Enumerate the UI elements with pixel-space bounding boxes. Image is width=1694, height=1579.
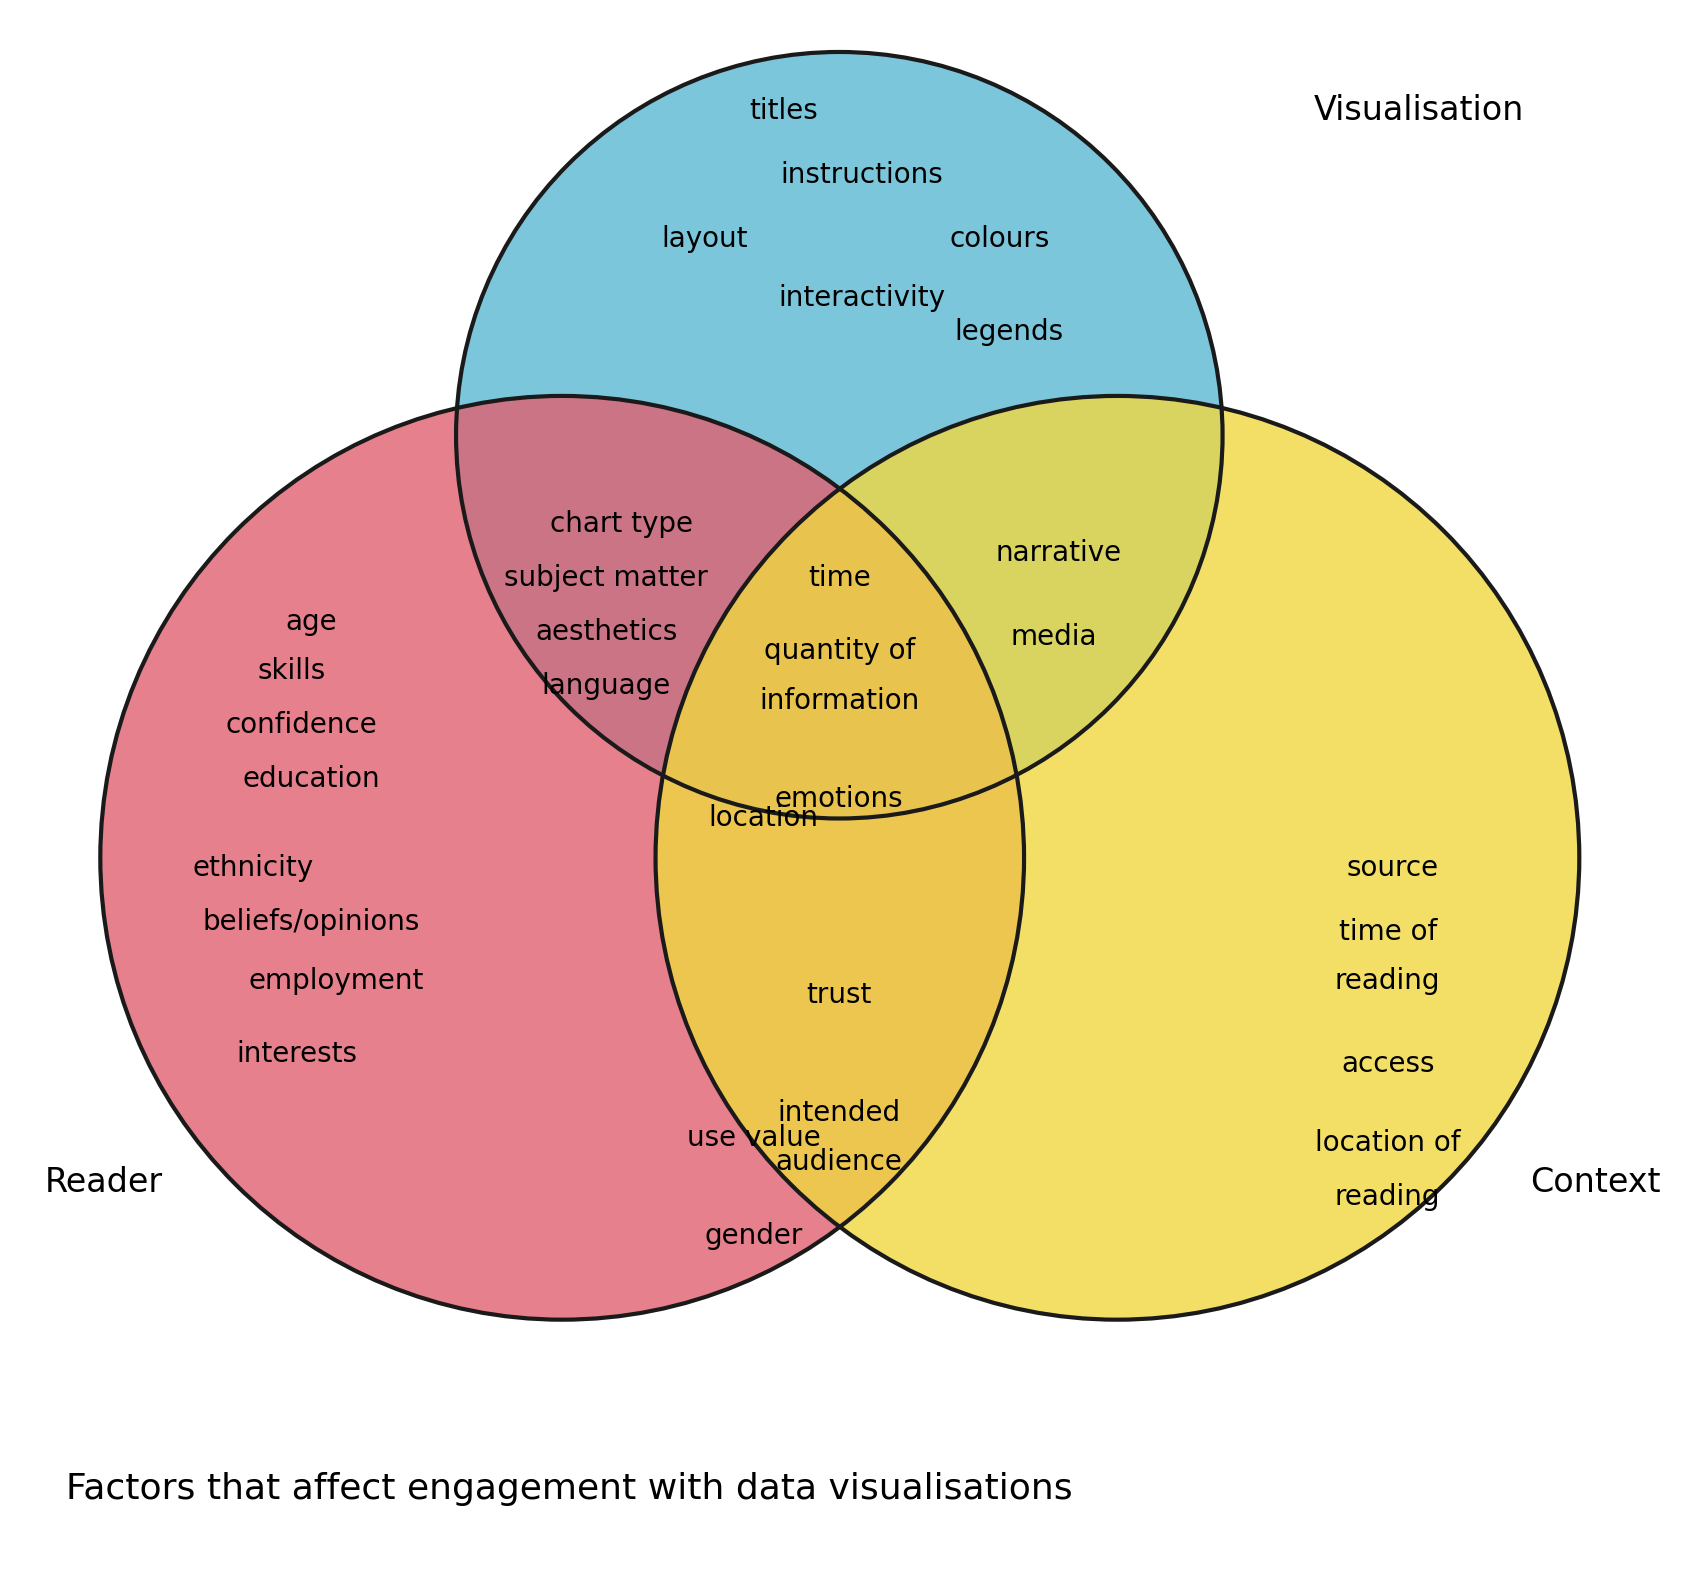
Text: titles: titles: [749, 96, 818, 125]
Text: Reader: Reader: [44, 1165, 163, 1198]
Text: layout: layout: [661, 224, 749, 253]
Text: Visualisation: Visualisation: [1315, 95, 1525, 128]
Circle shape: [656, 396, 1579, 1320]
Text: age: age: [286, 608, 337, 636]
Text: instructions: instructions: [781, 161, 944, 189]
Text: aesthetics: aesthetics: [535, 617, 678, 646]
Text: reading: reading: [1335, 1183, 1440, 1211]
Text: employment: employment: [249, 966, 424, 995]
Text: media: media: [1010, 622, 1096, 651]
Text: beliefs/opinions: beliefs/opinions: [203, 908, 420, 936]
Text: quantity of: quantity of: [764, 638, 915, 665]
Text: intended: intended: [778, 1099, 901, 1127]
Text: reading: reading: [1335, 966, 1440, 995]
Text: language: language: [542, 671, 671, 699]
Text: source: source: [1347, 854, 1438, 881]
Text: audience: audience: [776, 1148, 903, 1176]
Text: access: access: [1342, 1050, 1435, 1078]
Text: subject matter: subject matter: [505, 564, 708, 592]
Text: location of: location of: [1315, 1129, 1460, 1157]
Text: ethnicity: ethnicity: [191, 854, 313, 881]
Text: skills: skills: [257, 657, 325, 685]
Text: time: time: [808, 564, 871, 592]
Text: trust: trust: [806, 982, 872, 1009]
Text: narrative: narrative: [996, 538, 1121, 567]
Text: Factors that affect engagement with data visualisations: Factors that affect engagement with data…: [66, 1472, 1072, 1506]
Text: interactivity: interactivity: [779, 284, 945, 311]
Text: confidence: confidence: [225, 711, 378, 739]
Text: gender: gender: [705, 1222, 803, 1251]
Text: interests: interests: [237, 1041, 357, 1069]
Text: Context: Context: [1530, 1165, 1660, 1198]
Text: time of: time of: [1338, 917, 1437, 946]
Text: emotions: emotions: [774, 785, 903, 813]
Text: use value: use value: [688, 1124, 820, 1151]
Circle shape: [456, 52, 1223, 818]
Text: education: education: [242, 766, 381, 793]
Text: legends: legends: [955, 317, 1064, 346]
Text: colours: colours: [949, 224, 1050, 253]
Text: location: location: [708, 804, 818, 832]
Circle shape: [100, 396, 1025, 1320]
Text: chart type: chart type: [549, 510, 693, 538]
Text: information: information: [759, 687, 920, 715]
